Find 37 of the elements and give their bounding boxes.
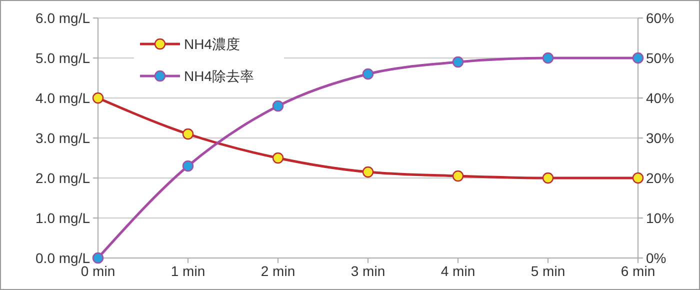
x-tick-label: 5 min	[530, 263, 566, 279]
y2-tick-label: 60%	[646, 10, 674, 26]
y-tick-label: 4.0 mg/L	[36, 90, 90, 106]
point	[542, 52, 554, 64]
point	[182, 160, 194, 172]
point	[632, 52, 644, 64]
point	[452, 170, 464, 182]
y-tick-label: 0.0 mg/L	[36, 250, 90, 266]
x-tick-label: 0 min	[80, 263, 116, 279]
y2-tick-label: 0%	[646, 250, 666, 266]
y2-tick-label: 10%	[646, 210, 674, 226]
point	[362, 68, 374, 80]
y-tick-label: 2.0 mg/L	[36, 170, 90, 186]
point	[92, 252, 104, 264]
x-tick-label: 3 min	[350, 263, 386, 279]
point	[182, 128, 194, 140]
point	[272, 152, 284, 164]
point	[452, 56, 464, 68]
y-tick-label: 6.0 mg/L	[36, 10, 90, 26]
x-tick-label: 2 min	[260, 263, 296, 279]
y-tick-label: 1.0 mg/L	[36, 210, 90, 226]
legend-label: NH4濃度	[184, 36, 240, 52]
point	[362, 166, 374, 178]
point	[632, 172, 644, 184]
point	[92, 92, 104, 104]
y-tick-label: 5.0 mg/L	[36, 50, 90, 66]
x-tick-label: 6 min	[620, 263, 656, 279]
y2-tick-label: 20%	[646, 170, 674, 186]
y-tick-label: 3.0 mg/L	[36, 130, 90, 146]
y2-tick-label: 40%	[646, 90, 674, 106]
point	[542, 172, 554, 184]
x-tick-label: 4 min	[440, 263, 476, 279]
legend-label: NH4除去率	[184, 68, 254, 84]
y2-tick-label: 50%	[646, 50, 674, 66]
y2-tick-label: 30%	[646, 130, 674, 146]
point	[272, 100, 284, 112]
x-tick-label: 1 min	[170, 263, 206, 279]
